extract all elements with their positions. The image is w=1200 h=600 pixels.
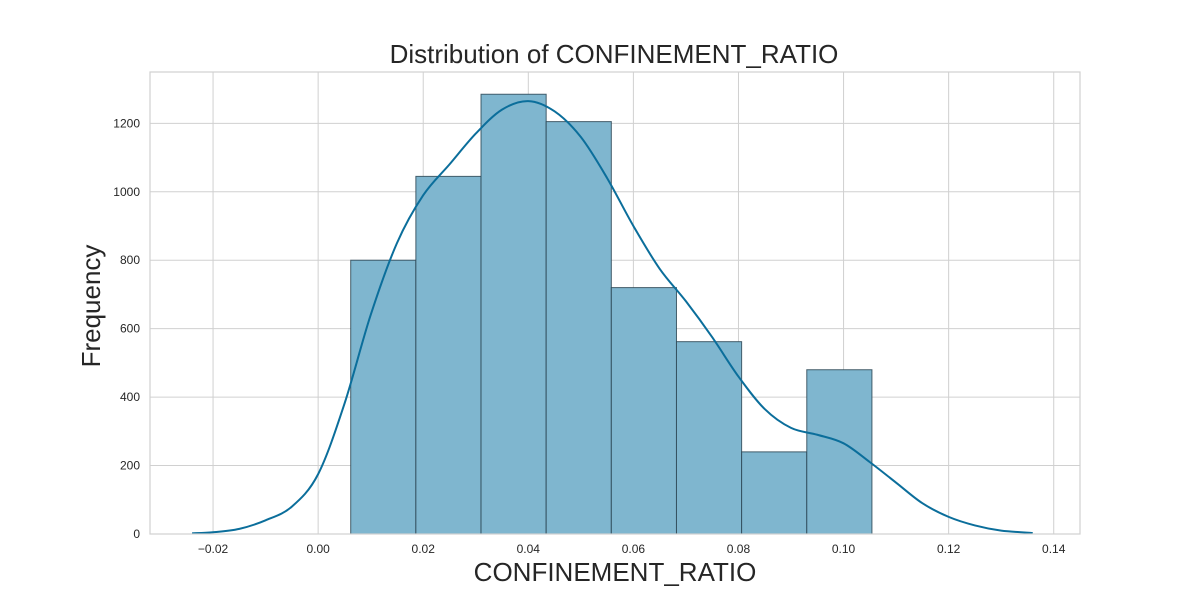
histogram-bar bbox=[675, 341, 743, 535]
x-tick-label: 0.04 bbox=[517, 542, 541, 556]
y-tick-label: 0 bbox=[133, 527, 140, 541]
y-tick-label: 800 bbox=[120, 253, 140, 267]
histogram-bar bbox=[610, 287, 677, 535]
histogram-bar bbox=[806, 369, 873, 535]
x-tick-label: 0.06 bbox=[622, 542, 646, 556]
plot-frame bbox=[149, 71, 1081, 535]
y-tick-label: 1200 bbox=[113, 116, 140, 130]
x-tick-label: −0.02 bbox=[198, 542, 229, 556]
histogram-bar bbox=[545, 121, 612, 535]
x-tick-label: 0.14 bbox=[1042, 542, 1066, 556]
x-tick-label: 0.02 bbox=[412, 542, 436, 556]
y-tick-label: 1000 bbox=[113, 185, 140, 199]
y-axis-ticks: 0 200 400 600 800 1000 1200 bbox=[113, 116, 140, 541]
x-tick-label: 0.08 bbox=[727, 542, 751, 556]
y-tick-label: 400 bbox=[120, 390, 140, 404]
chart-title: Distribution of CONFINEMENT_RATIO bbox=[390, 39, 839, 69]
y-axis-label: Frequency bbox=[76, 245, 106, 368]
x-axis-ticks: −0.02 0.00 0.02 0.04 0.06 0.08 0.10 0.12 0.14 bbox=[198, 542, 1066, 556]
y-tick-label: 600 bbox=[120, 322, 140, 336]
y-tick-label: 200 bbox=[120, 459, 140, 473]
kde-line bbox=[191, 100, 1033, 535]
histogram-bar bbox=[741, 451, 808, 535]
histogram-bars bbox=[350, 93, 873, 535]
x-tick-label: 0.12 bbox=[937, 542, 961, 556]
histogram-bar bbox=[350, 259, 417, 535]
histogram-bar bbox=[415, 175, 482, 535]
x-tick-label: 0.00 bbox=[306, 542, 330, 556]
x-axis-label: CONFINEMENT_RATIO bbox=[474, 557, 757, 587]
histogram-bar bbox=[480, 93, 547, 535]
kde-curve-group bbox=[191, 100, 1033, 535]
x-tick-label: 0.10 bbox=[832, 542, 856, 556]
